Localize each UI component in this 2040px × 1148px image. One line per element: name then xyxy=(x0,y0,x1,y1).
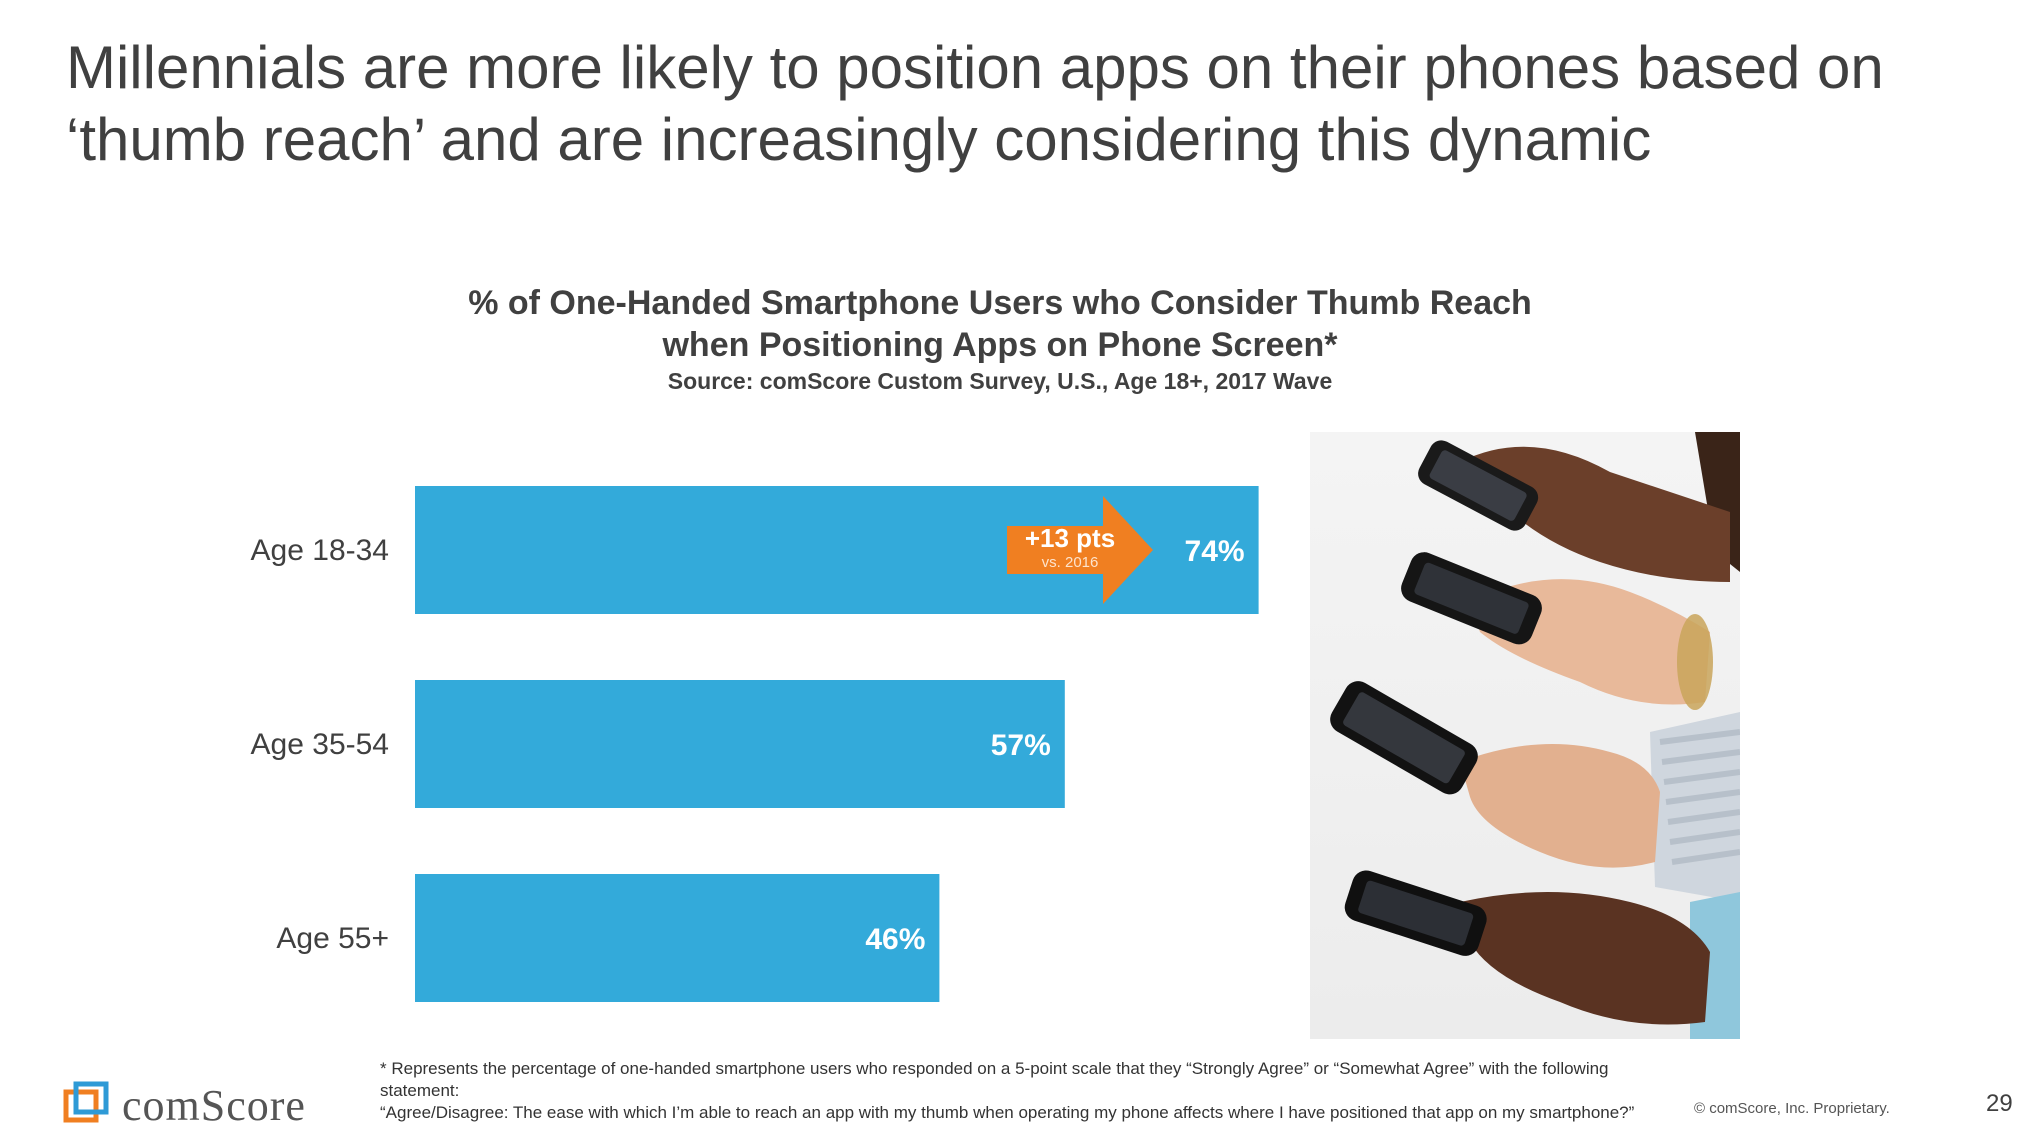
page-number: 29 xyxy=(1986,1090,2013,1117)
chart-subtitle: Source: comScore Custom Survey, U.S., Ag… xyxy=(667,368,1333,394)
comscore-logo-text: comScore xyxy=(122,1081,306,1130)
category-label-age-35-54: Age 35-54 xyxy=(251,728,389,761)
callout-text: +13 pts xyxy=(1024,523,1116,553)
chart-title: % of One-Handed Smartphone Users who Con… xyxy=(330,282,1670,396)
callout-arrow-shape xyxy=(1007,496,1153,604)
callout-subtext: vs. 2016 xyxy=(1041,554,1099,571)
value-label-age-35-54: 57% xyxy=(991,729,1051,762)
bar-age-35-54 xyxy=(415,680,1065,808)
comscore-logo: comScore xyxy=(60,1080,360,1130)
category-label-age-55: Age 55+ xyxy=(276,922,389,955)
copyright: © comScore, Inc. Proprietary. xyxy=(1694,1100,1890,1117)
value-label-age-55: 46% xyxy=(865,923,925,956)
footnote-line2: “Agree/Disagree: The ease with which I’m… xyxy=(380,1103,1635,1122)
slide-title: Millennials are more likely to position … xyxy=(66,32,1966,176)
footnote-line1: * Represents the percentage of one-hande… xyxy=(380,1059,1609,1100)
slide-title-line1: Millennials are more likely to position … xyxy=(66,34,1884,101)
orange-arrow-icon xyxy=(1007,496,1153,604)
chart-title-line1: % of One-Handed Smartphone Users who Con… xyxy=(468,284,1532,322)
footnote: * Represents the percentage of one-hande… xyxy=(380,1058,1680,1124)
change-callout: +13 pts vs. 2016 xyxy=(1007,496,1153,604)
hands-holding-smartphones-photo xyxy=(1310,432,1740,1039)
chart-title-line2: when Positioning Apps on Phone Screen* xyxy=(662,326,1338,364)
slide-title-line2: ‘thumb reach’ and are increasingly consi… xyxy=(66,106,1652,173)
category-label-age-18-34: Age 18-34 xyxy=(251,534,389,567)
comscore-logo-icon xyxy=(63,1081,109,1123)
bar-age-55 xyxy=(415,874,940,1002)
value-label-age-18-34: 74% xyxy=(1185,535,1245,568)
photo-illustration xyxy=(1330,432,1740,1039)
